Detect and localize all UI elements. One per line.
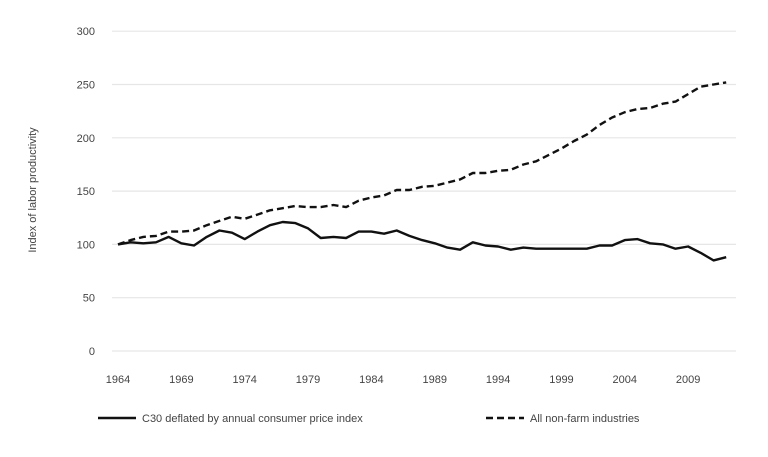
x-tick-1984: 1984 <box>359 374 383 386</box>
legend-label-0: C30 deflated by annual consumer price in… <box>142 413 363 425</box>
x-tick-1994: 1994 <box>486 374 510 386</box>
legend-label-1: All non-farm industries <box>530 413 640 425</box>
y-tick-250: 250 <box>77 80 95 92</box>
x-tick-1979: 1979 <box>296 374 320 386</box>
y-tick-200: 200 <box>77 133 95 145</box>
x-tick-1969: 1969 <box>169 374 193 386</box>
series-line-0 <box>117 220 727 262</box>
series-lines <box>117 81 727 262</box>
x-tick-1974: 1974 <box>232 374 256 386</box>
x-tick-labels: 1964 1969 1974 1979 1984 1989 1994 1999 2004 2009 <box>106 374 701 386</box>
x-tick-2009: 2009 <box>676 374 700 386</box>
series-line-1 <box>117 81 727 246</box>
gridlines <box>112 30 736 352</box>
legend: C30 deflated by annual consumer price in… <box>98 413 640 425</box>
y-axis-label: Index of labor productivity <box>27 127 39 253</box>
y-tick-50: 50 <box>83 293 95 305</box>
y-tick-300: 300 <box>77 26 95 38</box>
x-tick-2004: 2004 <box>613 374 637 386</box>
y-tick-100: 100 <box>77 239 95 251</box>
y-tick-0: 0 <box>89 346 95 358</box>
y-tick-150: 150 <box>77 186 95 198</box>
x-tick-1989: 1989 <box>423 374 447 386</box>
x-tick-1964: 1964 <box>106 374 130 386</box>
x-tick-1999: 1999 <box>549 374 573 386</box>
y-tick-labels: 0 50 100 150 200 250 300 <box>77 26 95 358</box>
